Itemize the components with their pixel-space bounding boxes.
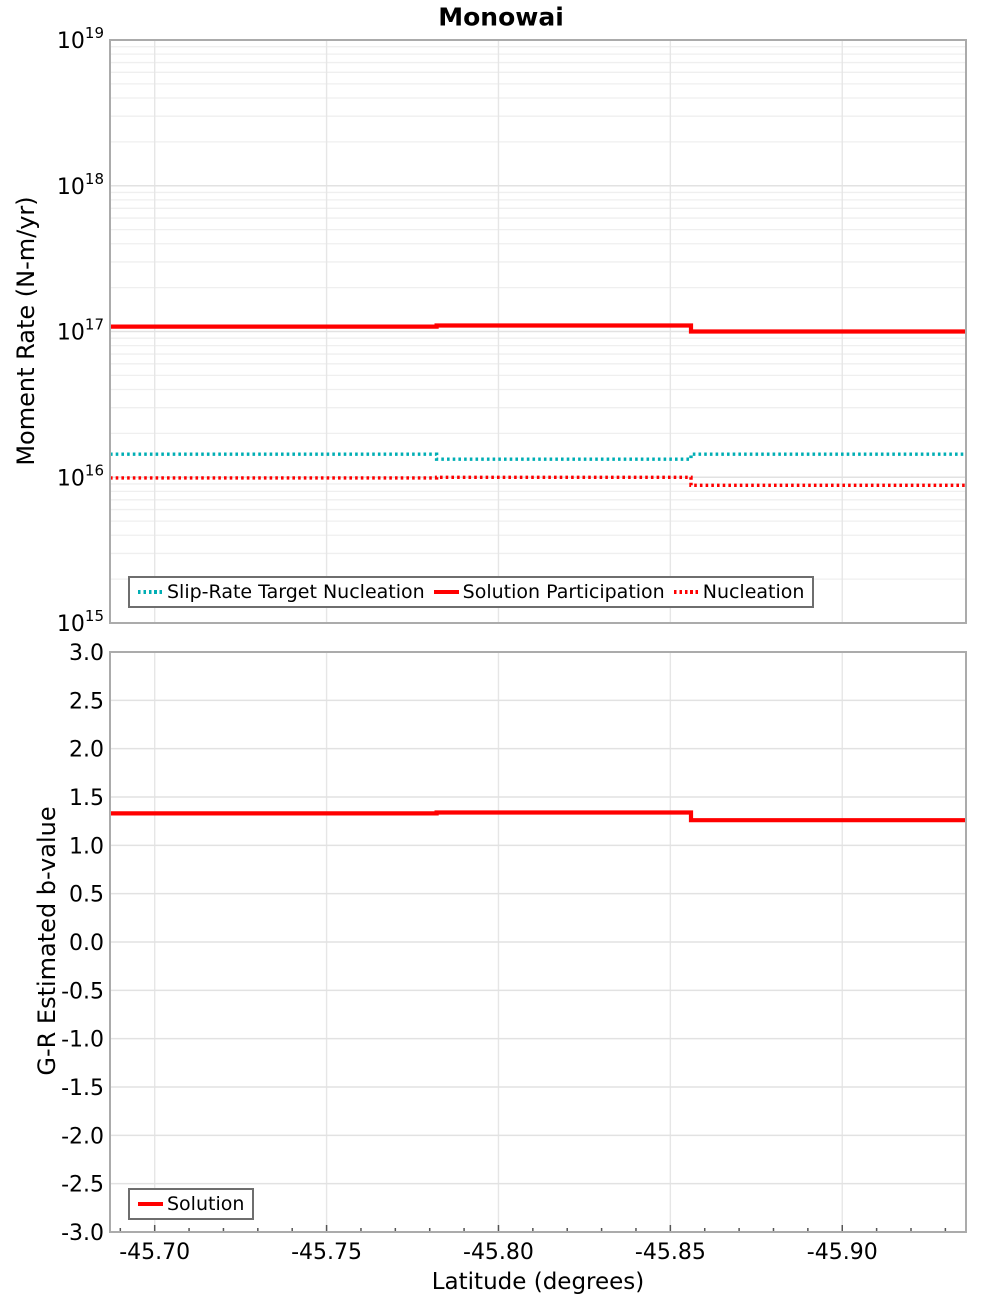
y-tick-0.5: 0.5: [69, 883, 104, 908]
x-tick--45.90: -45.90: [807, 1240, 878, 1265]
y-axis-ticks-b-value: 3.0 2.5 2.0 1.5 1.0 0.5 0.0 -0.5 -1.0 -1.5 -2.0 -2.…: [61, 641, 104, 1246]
series-solution: [110, 810, 966, 823]
y-tick-1.5: 1.5: [69, 786, 104, 811]
legend-label-slip-rate-target-nucleation: Slip-Rate Target Nucleation: [167, 581, 425, 603]
legend-swatch-nucleation: [673, 590, 699, 594]
y-tick--1.5: -1.5: [61, 1076, 104, 1101]
x-tick--45.80: -45.80: [463, 1240, 534, 1265]
x-axis-ticks-latitude: -45.70 -45.75 -45.80 -45.85 -45.90: [119, 1240, 877, 1265]
series-solution-participation: [110, 323, 966, 334]
y-tick--0.5: -0.5: [61, 979, 104, 1004]
y-tick--2.0: -2.0: [61, 1124, 104, 1149]
y-axis-ticks-moment-rate: 1019 1018 1017 1016 1015: [57, 24, 104, 637]
y-tick-2.0: 2.0: [69, 738, 104, 763]
legend-swatch-solution-participation: [433, 590, 459, 594]
x-tick--45.85: -45.85: [635, 1240, 706, 1265]
chart-title: Monowai: [438, 2, 564, 32]
panel-2-border: [109, 651, 967, 1233]
y-tick-0.0: 0.0: [69, 931, 104, 956]
panel-b-value: [109, 651, 967, 1233]
y-tick-1.0: 1.0: [69, 834, 104, 859]
y-tick-3.0: 3.0: [69, 641, 104, 666]
legend-label-solution: Solution: [167, 1193, 245, 1215]
legend-swatch-solution: [138, 1202, 163, 1206]
y-tick--2.5: -2.5: [61, 1173, 104, 1198]
y-tick-1e15: 1015: [57, 607, 104, 637]
legend-b-value-panel: Solution: [128, 1188, 255, 1220]
x-tick--45.75: -45.75: [291, 1240, 362, 1265]
y-tick--3.0: -3.0: [61, 1221, 104, 1246]
y-tick-1e16: 1016: [57, 461, 104, 491]
y-tick-1e17: 1017: [57, 316, 104, 346]
panel-moment-rate: [109, 39, 967, 624]
legend-label-nucleation: Nucleation: [702, 581, 805, 603]
series-slip-rate-target-nucleation: [110, 452, 966, 461]
x-axis-tick-marks: [119, 1225, 947, 1231]
legend-swatch-slip-rate-target-nucleation: [138, 590, 163, 594]
legend-label-solution-participation: Solution Participation: [462, 581, 665, 603]
x-axis-label-latitude: Latitude (degrees): [431, 1269, 645, 1295]
y-tick--1.0: -1.0: [61, 1028, 104, 1053]
legend-moment-rate-panel: Slip-Rate Target Nucleation Solution Par…: [128, 576, 815, 608]
panel-1-border: [109, 39, 967, 624]
x-tick--45.70: -45.70: [119, 1240, 190, 1265]
y-tick-2.5: 2.5: [69, 689, 104, 714]
y-tick-1e18: 1018: [57, 170, 104, 200]
y-tick-1e19: 1019: [57, 24, 104, 54]
